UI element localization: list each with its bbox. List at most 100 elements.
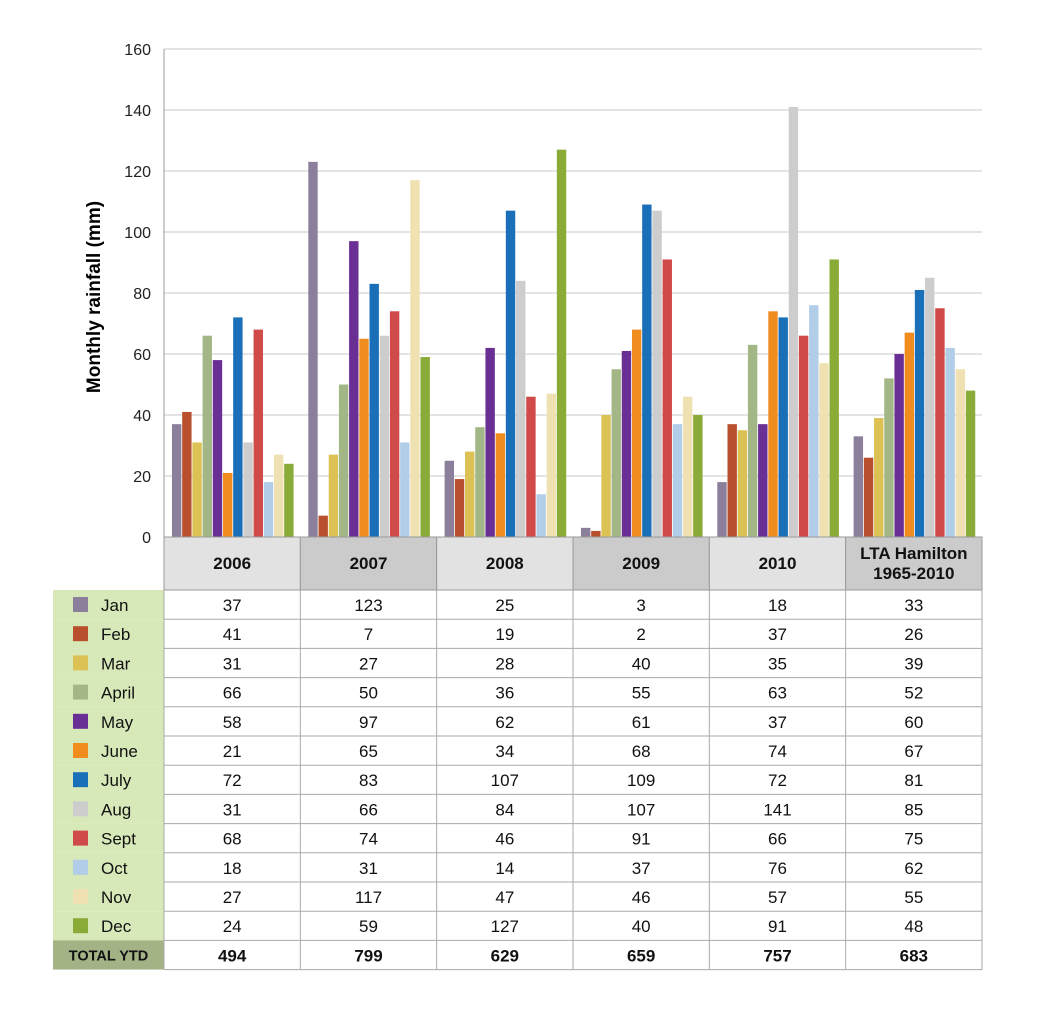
data-label: 67	[904, 742, 923, 761]
bar-feb-5	[863, 457, 874, 537]
bar-may-1	[349, 241, 359, 537]
data-label: 2	[636, 625, 645, 644]
data-label: 26	[904, 625, 923, 644]
category-header-cell	[299, 536, 438, 591]
data-label: 55	[632, 684, 651, 703]
bar-sept-1	[389, 311, 400, 537]
legend-cell	[53, 619, 164, 649]
bar-dec-0	[284, 463, 294, 537]
legend-cell	[53, 648, 164, 678]
data-label: 66	[768, 830, 787, 849]
data-label: 18	[768, 596, 787, 615]
bar-jan-4	[717, 482, 727, 537]
bar-jan-3	[580, 527, 591, 537]
bar-mar-3	[601, 415, 611, 537]
bar-nov-4	[819, 363, 829, 537]
data-label: 50	[359, 684, 378, 703]
bar-jan-5	[853, 436, 864, 537]
bar-july-1	[369, 283, 379, 537]
category-label: 1965-2010	[873, 564, 954, 583]
legend-cell	[53, 823, 164, 853]
bar-april-4	[747, 344, 758, 537]
legend-swatch	[73, 743, 88, 758]
data-label: 21	[223, 742, 242, 761]
legend-label: Feb	[101, 625, 130, 644]
y-axis-title: Monthly rainfall (mm)	[84, 201, 105, 393]
bar-feb-2	[454, 479, 465, 537]
bar-nov-3	[682, 396, 693, 537]
data-label: 107	[627, 800, 655, 819]
y-tick-label: 20	[133, 469, 151, 486]
bar-dec-4	[829, 259, 839, 537]
data-label: 127	[491, 917, 519, 936]
data-label: 33	[904, 596, 923, 615]
legend-swatch	[73, 626, 88, 642]
legend-label: Sept	[101, 830, 136, 849]
legend-cell	[53, 590, 164, 620]
bar-aug-1	[379, 335, 390, 537]
bar-may-3	[621, 350, 632, 537]
total-value: 799	[354, 946, 382, 965]
category-header-cell	[708, 536, 847, 591]
data-label: 3	[636, 596, 645, 615]
bar-mar-1	[328, 454, 339, 537]
legend-label: July	[101, 771, 132, 790]
category-header-cell	[845, 536, 983, 591]
data-label: 72	[768, 771, 787, 790]
legend-swatch	[73, 830, 88, 846]
bar-dec-3	[693, 415, 703, 537]
bar-june-0	[222, 472, 233, 537]
data-label: 35	[768, 654, 787, 673]
bar-nov-0	[273, 454, 284, 537]
data-label: 57	[768, 888, 787, 907]
legend-cell	[53, 852, 164, 882]
category-label: 2010	[759, 554, 797, 573]
data-label: 37	[768, 625, 787, 644]
data-label: 123	[354, 596, 382, 615]
legend-swatch	[73, 713, 88, 729]
bar-oct-3	[672, 424, 683, 537]
legend-label: Dec	[101, 917, 132, 936]
legend-label: April	[101, 684, 135, 703]
bar-oct-4	[809, 305, 819, 537]
bar-oct-1	[400, 442, 410, 537]
bar-june-5	[904, 332, 915, 537]
category-label: 2006	[213, 554, 251, 573]
bar-may-5	[894, 354, 904, 537]
total-label: TOTAL YTD	[69, 948, 149, 964]
bar-oct-5	[945, 347, 955, 537]
data-label: 65	[359, 742, 378, 761]
data-label: 31	[359, 859, 378, 878]
bar-sept-2	[526, 396, 536, 537]
bar-aug-2	[516, 280, 526, 537]
bar-dec-5	[965, 390, 976, 537]
data-label: 28	[495, 654, 514, 673]
data-label: 34	[495, 742, 514, 761]
bar-mar-2	[465, 451, 475, 537]
bar-mar-5	[874, 418, 884, 537]
data-label: 39	[904, 654, 923, 673]
data-label: 97	[359, 713, 378, 732]
y-tick-label: 60	[133, 347, 151, 364]
data-label: 18	[223, 859, 242, 878]
y-tick-label: 120	[124, 164, 151, 181]
bars	[171, 106, 976, 538]
legend-swatch	[73, 889, 88, 904]
legend-label: Jan	[101, 596, 128, 615]
legend-label: Mar	[101, 654, 131, 673]
y-tick-label: 100	[124, 225, 151, 242]
data-label: 52	[904, 684, 923, 703]
data-label: 41	[223, 625, 242, 644]
bar-jan-0	[171, 424, 182, 537]
legend-cell	[53, 882, 164, 912]
legend-swatch	[73, 684, 88, 700]
data-label: 66	[359, 800, 378, 819]
bar-nov-2	[546, 393, 557, 537]
data-label: 31	[223, 654, 242, 673]
category-header-cell	[163, 536, 301, 591]
data-label: 72	[223, 771, 242, 790]
data-label: 46	[632, 888, 651, 907]
bar-june-1	[359, 338, 369, 537]
